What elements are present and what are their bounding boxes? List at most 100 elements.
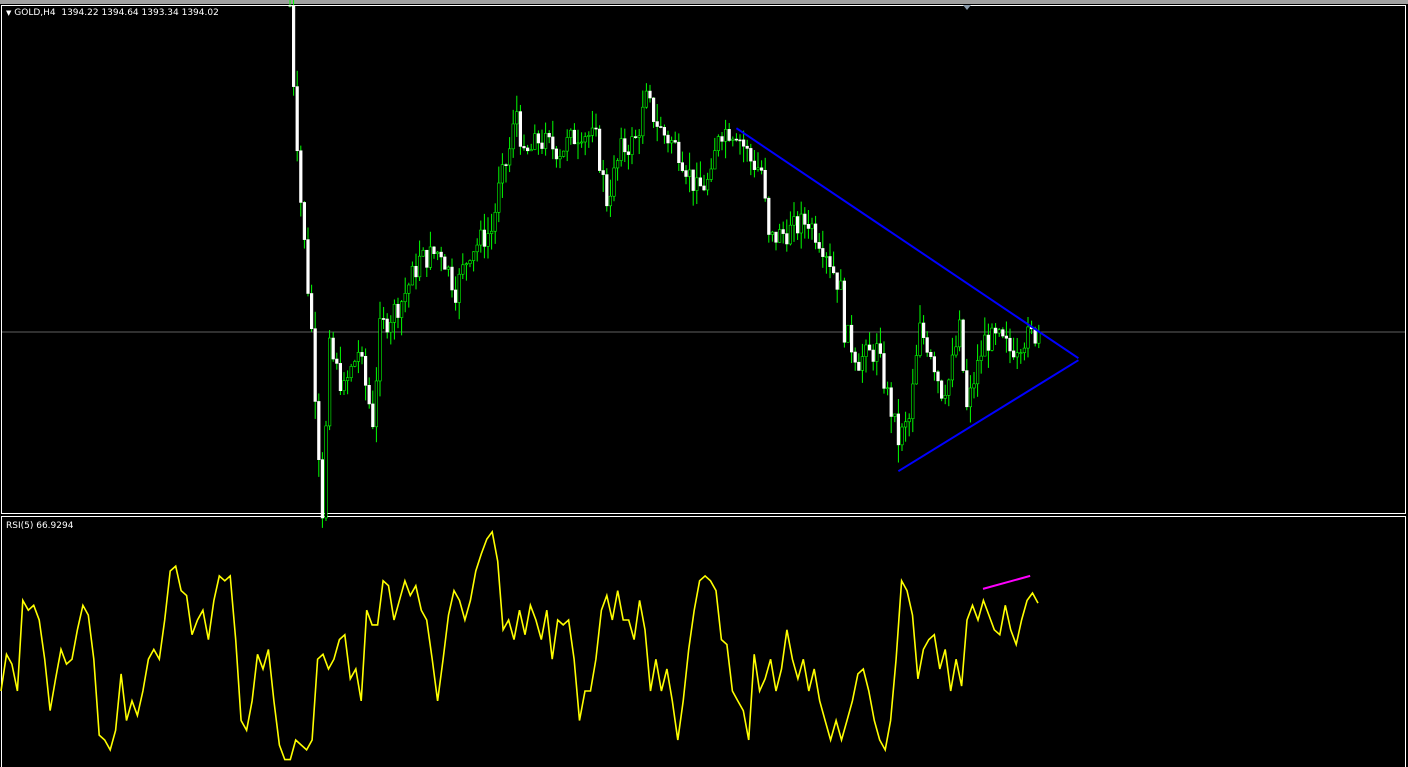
bull-candle: [824, 256, 828, 258]
bull-candle: [511, 123, 515, 150]
bull-candle: [479, 229, 483, 246]
bull-candle: [990, 327, 994, 351]
bear-candle: [439, 251, 443, 258]
bear-candle: [774, 231, 778, 243]
bull-candle: [975, 360, 980, 385]
bear-candle: [313, 328, 317, 402]
bear-candle: [655, 121, 659, 127]
bear-candle: [381, 318, 386, 320]
bear-candle: [605, 174, 609, 207]
bull-candle: [846, 324, 850, 343]
bull-candle: [983, 334, 987, 357]
bear-candle: [623, 138, 627, 153]
bull-candle: [695, 177, 699, 191]
bull-candle: [407, 284, 411, 294]
bear-candle: [882, 353, 886, 389]
bull-candle: [493, 212, 497, 232]
bull-candle: [619, 138, 623, 161]
bear-candle: [1011, 350, 1016, 358]
bear-candle: [803, 213, 807, 225]
bull-candle: [608, 195, 612, 207]
bear-candle: [965, 370, 969, 408]
bull-candle: [327, 337, 332, 427]
bear-candle: [738, 139, 742, 142]
price-chart-pane[interactable]: [1, 5, 1406, 514]
bear-candle: [673, 140, 677, 143]
bear-candle: [504, 164, 508, 166]
bear-candle: [867, 344, 872, 351]
rsi-indicator-pane[interactable]: [1, 516, 1406, 767]
bull-candle: [875, 343, 879, 362]
bear-candle: [727, 129, 731, 141]
bear-candle: [360, 352, 364, 357]
bull-candle: [723, 129, 728, 142]
bull-candle: [590, 127, 594, 136]
bear-candle: [626, 151, 630, 155]
bear-candle: [432, 246, 436, 254]
bear-candle: [367, 385, 371, 405]
bear-candle: [925, 337, 929, 353]
bull-candle: [428, 246, 433, 268]
bear-candle: [522, 146, 526, 149]
bear-candle: [309, 293, 314, 329]
bull-candle: [374, 380, 379, 428]
bear-candle: [363, 356, 368, 386]
bear-candle: [698, 177, 702, 187]
bull-candle: [997, 329, 1001, 334]
bull-candle: [378, 318, 382, 382]
dropdown-triangle-icon[interactable]: ▼: [6, 9, 12, 17]
bear-candle: [320, 459, 325, 519]
bear-candle: [662, 127, 666, 136]
bear-candle: [335, 358, 339, 364]
bear-candle: [648, 90, 652, 99]
bear-candle: [889, 387, 893, 417]
bear-candle: [425, 249, 429, 268]
bull-candle: [324, 425, 328, 519]
bear-candle: [547, 133, 551, 138]
bull-candle: [561, 150, 566, 157]
bull-candle: [914, 355, 918, 385]
bear-candle: [306, 239, 310, 294]
bear-candle: [821, 248, 825, 257]
bull-candle: [716, 136, 720, 151]
bull-candle: [342, 380, 346, 392]
bull-candle: [533, 133, 537, 150]
bull-candle: [497, 182, 501, 213]
bull-candle: [900, 426, 904, 446]
bull-candle: [731, 138, 735, 141]
symbol-timeframe: GOLD,H4: [14, 8, 56, 18]
bull-candle: [507, 148, 512, 166]
bear-candle: [986, 334, 990, 351]
bull-candle: [713, 150, 717, 170]
bull-candle: [486, 233, 490, 247]
bear-candle: [741, 139, 746, 147]
bull-candle: [353, 361, 357, 367]
bull-candle: [543, 133, 548, 149]
bear-candle: [295, 86, 299, 152]
bull-candle: [810, 223, 814, 229]
bear-candle: [680, 162, 684, 171]
bear-candle: [691, 169, 695, 191]
bear-candle: [939, 380, 944, 399]
bear-candle: [813, 223, 818, 243]
bull-candle: [885, 387, 890, 390]
bull-candle: [947, 379, 951, 396]
bear-candle: [835, 272, 839, 290]
bull-candle: [777, 229, 782, 243]
bear-candle: [763, 169, 767, 199]
bull-candle: [529, 149, 533, 152]
bull-candle: [637, 135, 641, 138]
bear-candle: [536, 133, 540, 144]
bear-candle: [702, 185, 706, 191]
bull-candle: [515, 111, 519, 125]
bear-candle: [1001, 329, 1005, 337]
bull-candle: [356, 352, 361, 362]
bull-candle: [792, 216, 796, 226]
bull-candle: [1022, 347, 1026, 353]
chart-shift-marker-icon: [963, 5, 971, 10]
bear-candle: [396, 303, 400, 318]
bear-candle: [806, 224, 810, 229]
bear-candle: [745, 145, 749, 149]
bear-candle: [1033, 328, 1037, 344]
bull-candle: [972, 383, 976, 389]
